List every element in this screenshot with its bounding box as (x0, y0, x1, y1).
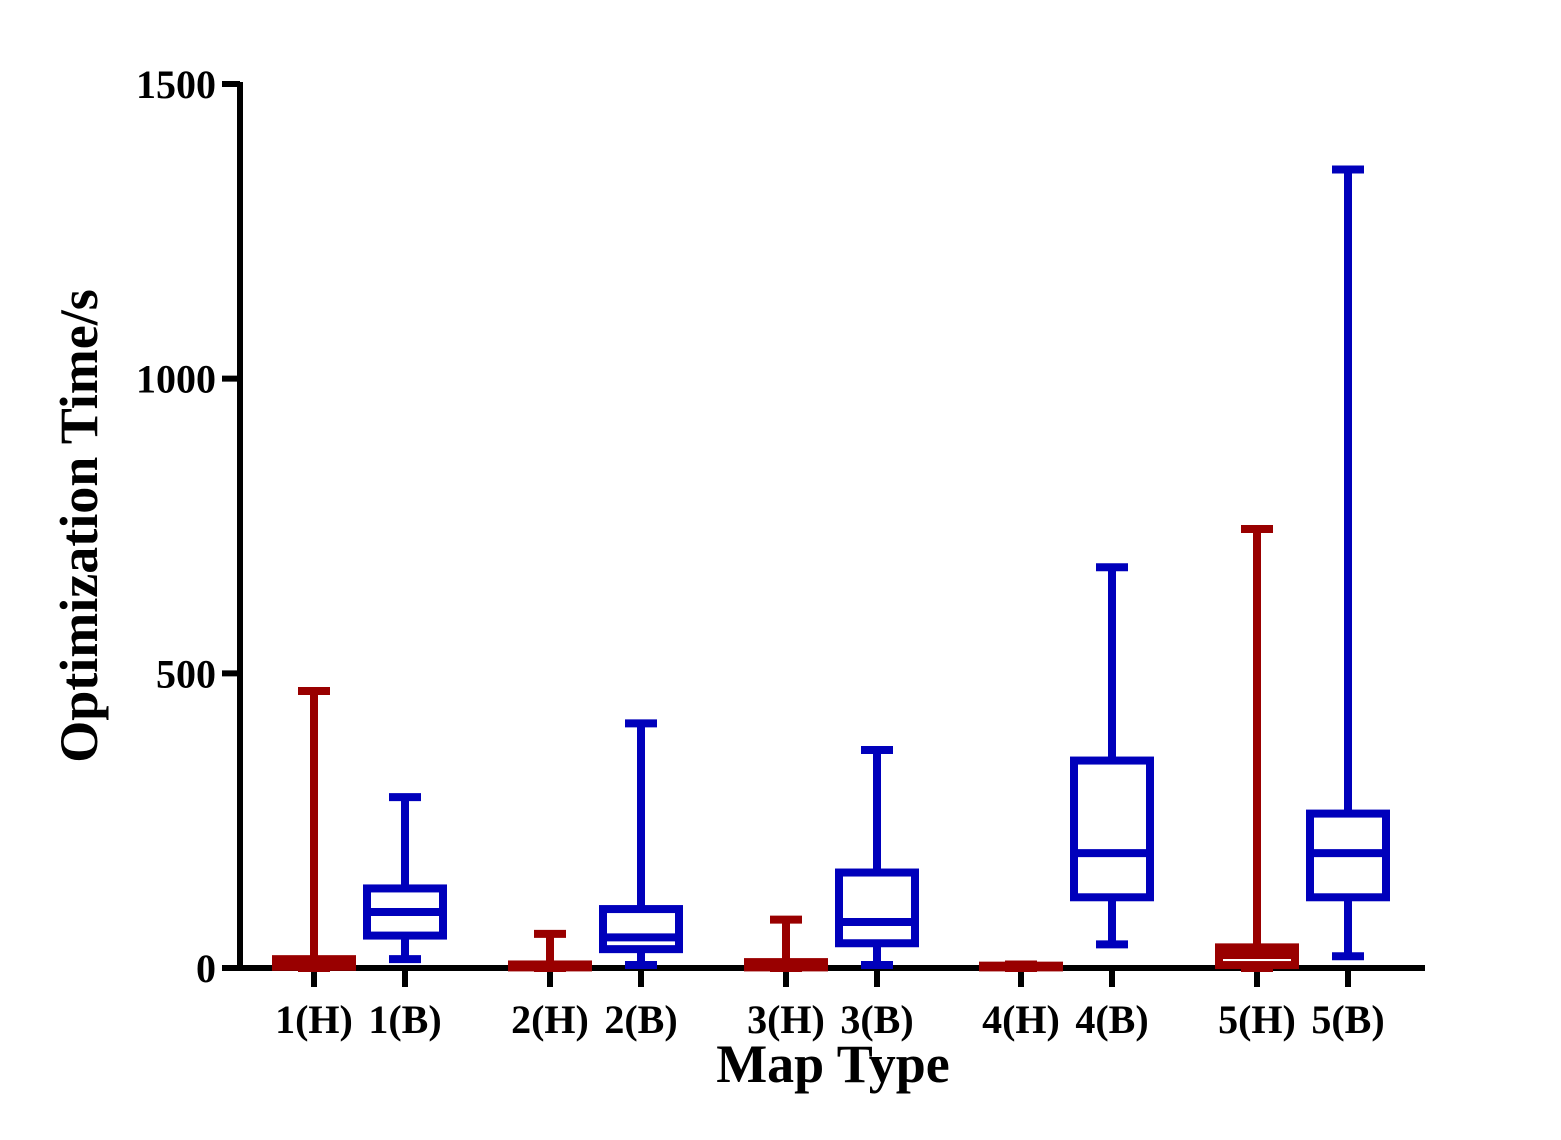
box-1(H) (272, 687, 356, 972)
box-3(B) (835, 745, 919, 970)
box-4(B) (1070, 563, 1154, 949)
box-2(H) (508, 929, 592, 972)
x-axis: 1(H) 1(B) 2(H) 2(B) 3(H) 3(B) 4(H) 4(B) 5(H) 5(B) (237, 965, 1425, 1042)
x-tick-label: 4(H) (982, 997, 1060, 1042)
box-5(H) (1215, 524, 1299, 972)
x-tick-label: 2(H) (511, 997, 589, 1042)
y-axis-title: Optimization Time/s (49, 289, 109, 763)
box-1(B) (363, 793, 447, 964)
x-tick-label: 3(H) (747, 997, 825, 1042)
x-tick-label: 5(B) (1311, 997, 1384, 1042)
x-axis-title: Map Type (716, 1034, 950, 1094)
y-tick-label: 1500 (136, 62, 216, 107)
box-4(H) (979, 960, 1063, 972)
y-tick-label: 500 (156, 651, 216, 696)
box-iqr (1070, 756, 1154, 902)
box-iqr (835, 868, 919, 948)
x-tick-label: 5(H) (1218, 997, 1296, 1042)
x-tick-label: 4(B) (1075, 997, 1148, 1042)
y-tick-label: 1000 (136, 357, 216, 402)
box-5(B) (1306, 165, 1390, 961)
y-tick-label: 0 (196, 946, 216, 991)
x-tick-label: 1(H) (275, 997, 353, 1042)
box-iqr (599, 905, 683, 954)
x-tick-label: 3(B) (840, 997, 913, 1042)
x-tick-label: 2(B) (604, 997, 677, 1042)
box-3(H) (744, 915, 828, 972)
x-tick-label: 1(B) (368, 997, 441, 1042)
y-axis: 0 500 1000 1500 (136, 62, 243, 991)
box-2(B) (599, 719, 683, 970)
